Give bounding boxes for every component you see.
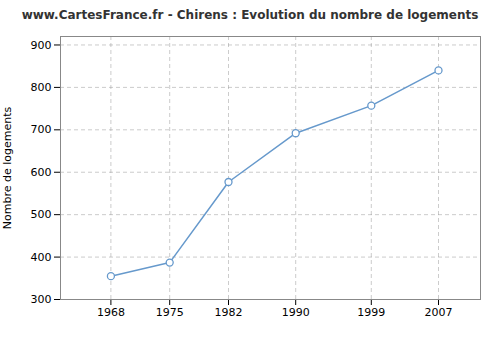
svg-text:1968: 1968 — [97, 306, 125, 319]
svg-text:1975: 1975 — [156, 306, 184, 319]
html-text:www.CartesFrance.fr - Chirens: www.CartesFrance.fr - Chirens : Evolutio… — [21, 8, 479, 22]
svg-text:1999: 1999 — [357, 306, 385, 319]
svg-text:1990: 1990 — [282, 306, 310, 319]
svg-text:400: 400 — [31, 251, 52, 264]
svg-text:Nombre de logements: Nombre de logements — [1, 106, 14, 229]
svg-text:2007: 2007 — [425, 306, 453, 319]
svg-text:1982: 1982 — [215, 306, 243, 319]
svg-text:800: 800 — [31, 81, 52, 94]
svg-text:700: 700 — [31, 123, 52, 136]
svg-text:500: 500 — [31, 208, 52, 221]
svg-text:600: 600 — [31, 166, 52, 179]
svg-text:900: 900 — [31, 39, 52, 52]
svg-text:300: 300 — [31, 293, 52, 306]
